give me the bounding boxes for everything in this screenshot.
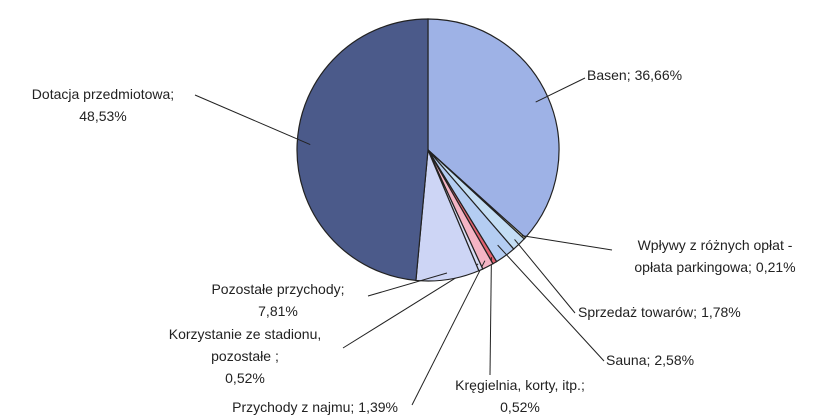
label-name: opłata parkingowa; [634,259,752,275]
leader-line [194,94,311,146]
label-name: Wpływy z różnych opłat - [638,237,793,253]
pie-slice [296,18,429,282]
slice-label: Przychody z najmu; 1,39% [232,399,398,415]
leader-line [489,257,492,376]
leader-line [497,244,605,362]
label-name: pozostałe ; [211,348,279,364]
label-value: 0,52% [225,370,265,386]
slice-label: Basen; 36,66% [587,67,682,83]
slice-label: Sauna; 2,58% [606,352,694,368]
leader-line [535,77,586,103]
leader-line [367,272,448,297]
label-name: Pozostałe przychody; [211,281,344,297]
leader-line [521,235,613,251]
label-value: 36,66% [635,67,682,83]
label-value: 2,58% [654,352,694,368]
slice-label: Sprzedaż towarów; 1,78% [578,304,741,320]
slice-label: Kręgielnia, korty, itp.; 0,52% [455,377,585,415]
slice-label: Pozostałe przychody; 7,81% [211,281,344,319]
slice-label: Dotacja przedmiotowa; 48,53% [32,86,174,124]
label-name: Przychody z najmu; [232,399,354,415]
slice-label: Korzystanie ze stadionu, pozostałe ; 0,52% [169,326,322,386]
label-name: Sauna; [606,352,650,368]
label-name: Sprzedaż towarów; [578,304,697,320]
label-value: 1,39% [358,399,398,415]
label-name: Korzystanie ze stadionu, [169,326,322,342]
slice-label: Wpływy z różnych opłat - opłata parkingow… [634,237,795,275]
label-value: 7,81% [258,303,298,319]
label-name: Basen; [587,67,631,83]
leader-line [514,239,576,314]
label-name: Dotacja przedmiotowa; [32,86,174,102]
label-value: 1,78% [701,304,741,320]
leader-line [411,260,486,406]
label-name: Kręgielnia, korty, itp.; [455,377,585,393]
label-value: 0,52% [500,399,540,415]
label-value: 0,21% [756,259,796,275]
label-value: 48,53% [79,108,126,124]
